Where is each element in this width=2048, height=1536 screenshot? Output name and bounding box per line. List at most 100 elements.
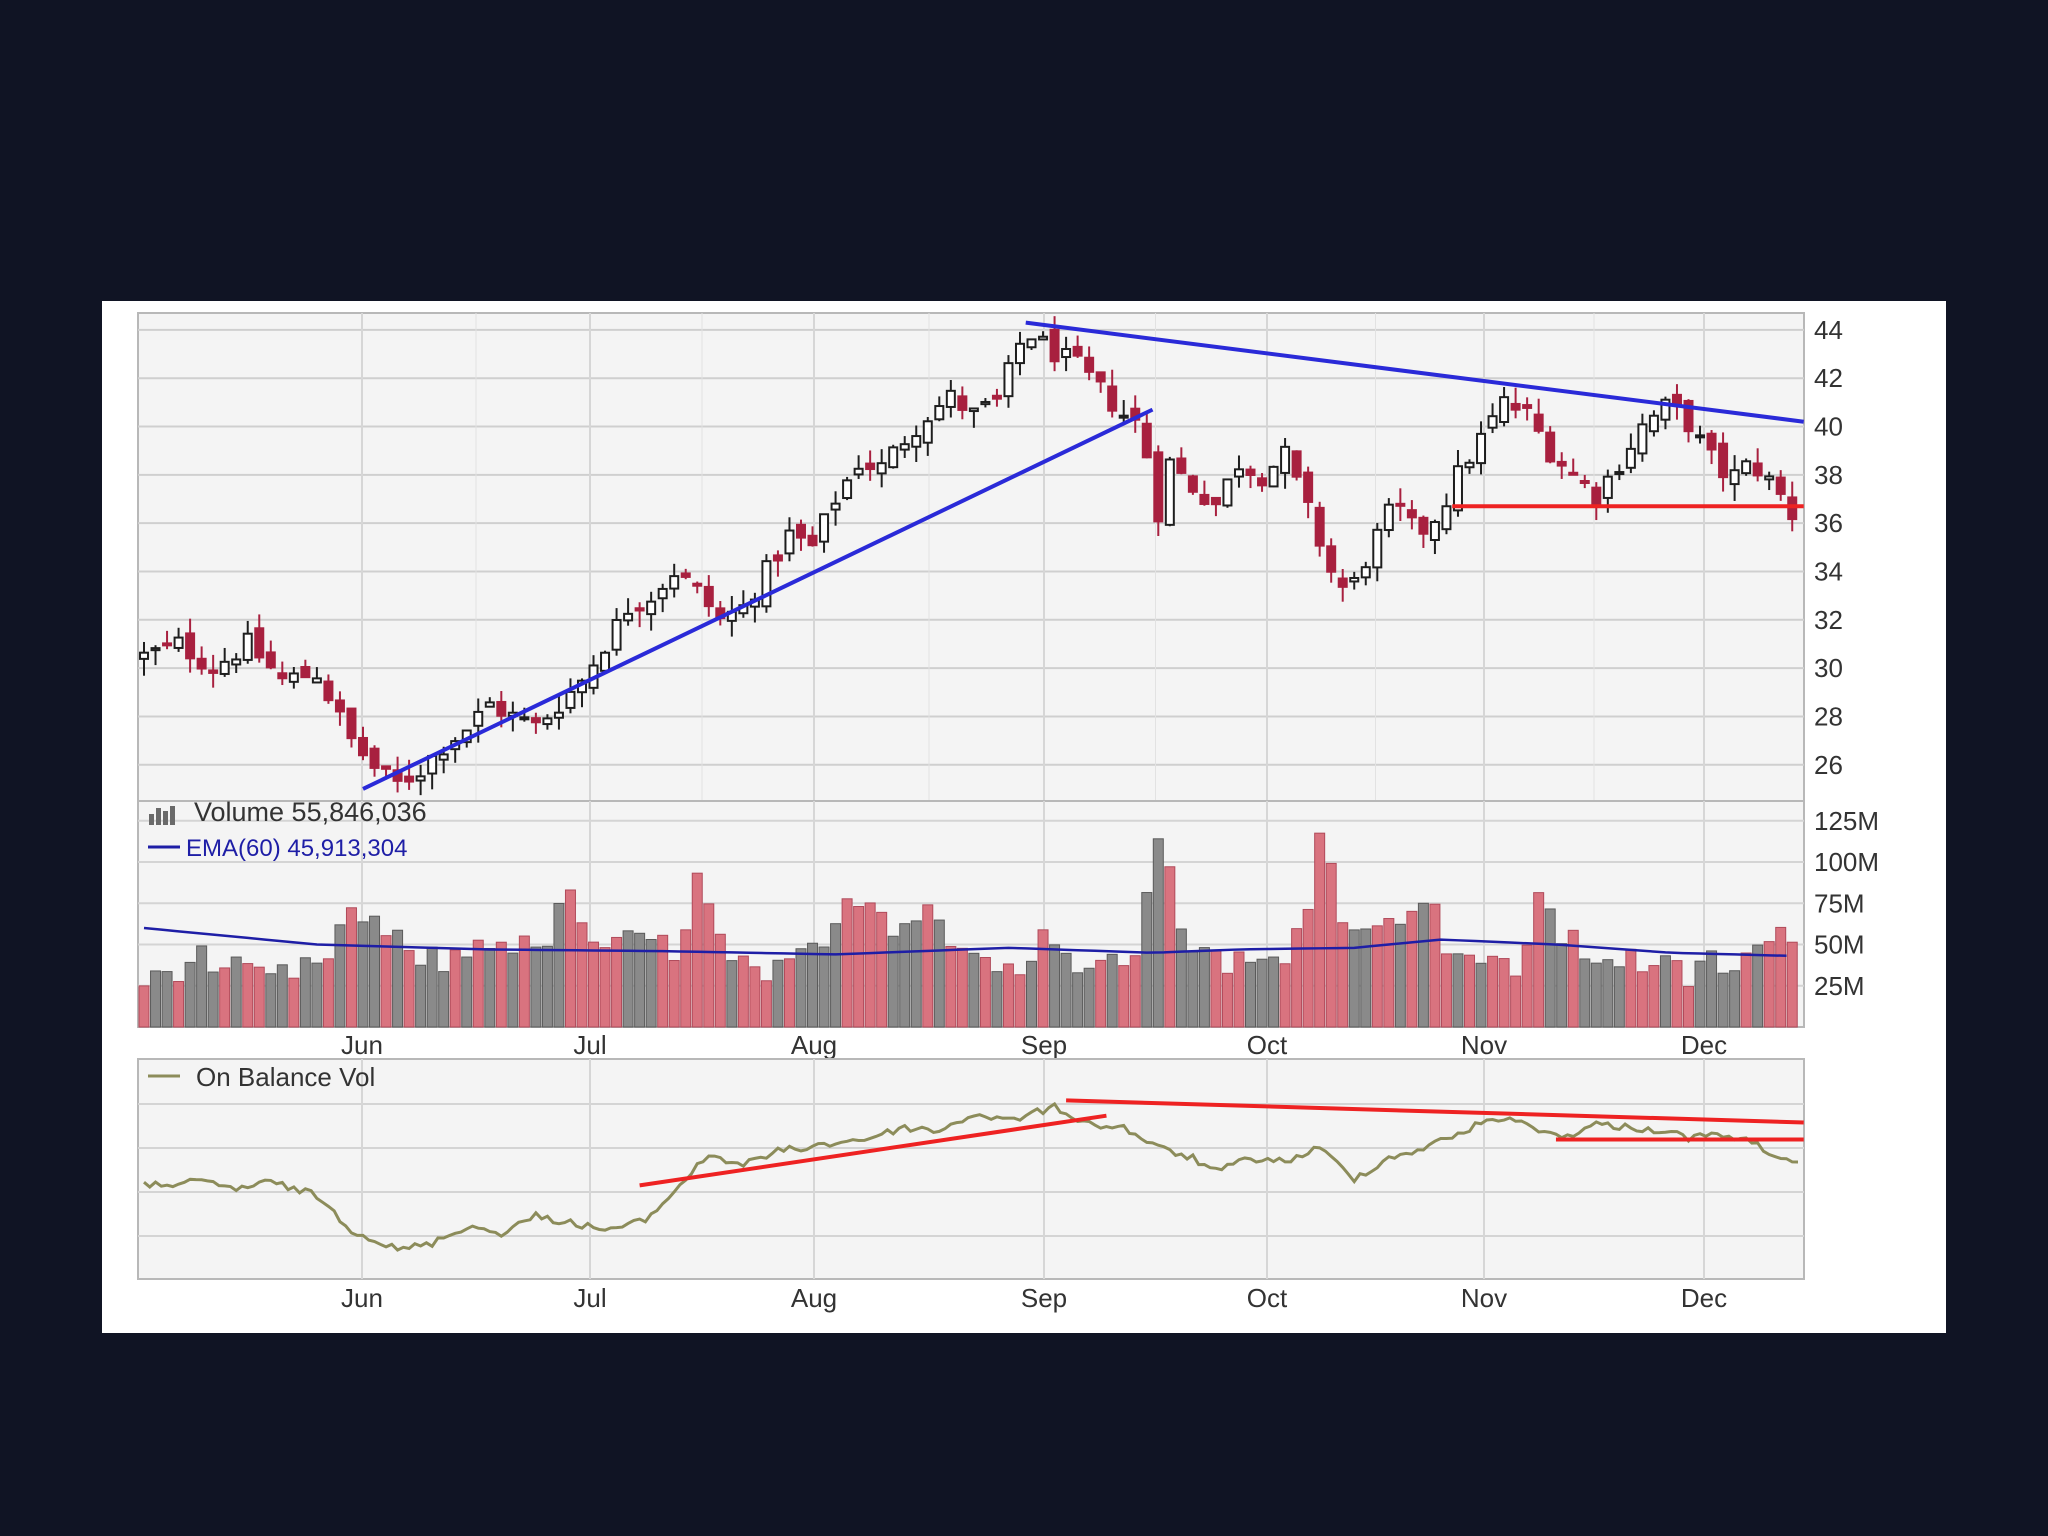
- volume-bar: [1268, 956, 1280, 1028]
- volume-bar: [1083, 967, 1095, 1028]
- candle-body: [1499, 396, 1510, 423]
- volume-bar: [749, 966, 761, 1028]
- volume-bar: [899, 923, 911, 1028]
- volume-bar: [1049, 944, 1061, 1028]
- volume-bar: [1118, 965, 1130, 1028]
- volume-bar: [1371, 925, 1383, 1028]
- candle-body: [1591, 486, 1602, 505]
- candle-body: [611, 618, 622, 651]
- volume-bar: [991, 971, 1003, 1028]
- volume-legend: Volume 55,846,036 EMA(60) 45,913,304: [148, 797, 427, 862]
- volume-bar: [1740, 952, 1752, 1028]
- candle-body: [1118, 414, 1129, 419]
- volume-bar: [1544, 908, 1556, 1028]
- candle-body: [484, 701, 495, 708]
- candle-body: [1729, 469, 1740, 486]
- volume-bar: [184, 961, 196, 1028]
- candle-body: [957, 395, 968, 411]
- price-panel: [137, 312, 1805, 802]
- volume-bar: [887, 935, 899, 1028]
- candle-body: [1303, 471, 1314, 503]
- volume-bar: [530, 946, 542, 1028]
- volume-bar: [599, 947, 611, 1028]
- volume-bars-icon: [149, 806, 175, 825]
- price-trendline: [1025, 320, 1805, 424]
- candle-body: [277, 672, 288, 680]
- volume-bar: [1602, 959, 1614, 1028]
- volume-bar: [933, 919, 945, 1028]
- volume-bar: [795, 948, 807, 1028]
- candle-body: [1383, 503, 1394, 532]
- candle-body: [853, 467, 864, 476]
- candle-body: [819, 513, 830, 543]
- obv-grid: [138, 1059, 1804, 1279]
- candle-body: [1164, 458, 1175, 526]
- volume-bar: [818, 946, 830, 1028]
- volume-bar: [864, 902, 876, 1028]
- candle-body: [876, 462, 887, 475]
- month-label: Sep: [1021, 1283, 1067, 1313]
- volume-bar: [1198, 947, 1210, 1028]
- volume-bar: [1037, 929, 1049, 1028]
- price-tick-label: 44: [1814, 315, 1843, 345]
- price-grid: [138, 313, 1804, 801]
- volume-ema: [143, 926, 1787, 958]
- candle-body: [1660, 398, 1671, 421]
- candle-body: [1406, 509, 1417, 519]
- volume-bar: [945, 945, 957, 1028]
- candle-body: [1014, 342, 1025, 365]
- volume-bar: [495, 941, 507, 1028]
- volume-bar: [1579, 958, 1591, 1028]
- volume-bar: [1683, 986, 1695, 1028]
- volume-bar: [714, 933, 726, 1028]
- candle-body: [542, 717, 553, 726]
- price-tick-label: 34: [1814, 556, 1843, 586]
- candle-body: [1579, 479, 1590, 484]
- price-trendline: [362, 407, 1154, 791]
- candle-body: [646, 600, 657, 616]
- volume-y-axis: 125M 100M 75M 50M 25M: [1814, 806, 1879, 1001]
- candle-body: [265, 651, 276, 669]
- month-label: Aug: [791, 1030, 837, 1060]
- volume-bar: [1567, 929, 1579, 1028]
- volume-bar: [760, 980, 772, 1028]
- volume-bar: [1671, 960, 1683, 1028]
- candle-body: [530, 717, 541, 724]
- candle-body: [473, 710, 484, 727]
- volume-bar: [1014, 974, 1026, 1028]
- volume-bar: [484, 947, 496, 1028]
- volume-bar: [783, 958, 795, 1028]
- volume-bar: [1717, 972, 1729, 1028]
- volume-tick-label: 50M: [1814, 930, 1865, 960]
- price-tick-label: 42: [1814, 363, 1843, 393]
- candle-body: [150, 647, 161, 652]
- volume-bar: [299, 957, 311, 1028]
- volume-bar: [564, 889, 576, 1028]
- month-label: Jun: [341, 1030, 383, 1060]
- volume-bar: [1141, 892, 1153, 1028]
- candle-body: [1741, 460, 1752, 475]
- volume-bar: [553, 903, 565, 1028]
- candle-body: [991, 394, 1002, 400]
- volume-tick-label: 75M: [1814, 888, 1865, 918]
- obv-panel: [137, 1058, 1805, 1280]
- obv-trendline: [639, 1113, 1107, 1188]
- candle-body: [1452, 465, 1463, 512]
- candle-body: [968, 407, 979, 413]
- volume-bar: [161, 971, 173, 1028]
- volume-bar: [1533, 892, 1545, 1028]
- volume-bar: [1694, 960, 1706, 1028]
- candle-body: [807, 534, 818, 547]
- candle-body: [1568, 471, 1579, 476]
- volume-bar: [253, 966, 265, 1028]
- volume-bar: [622, 930, 634, 1028]
- price-plot-area: [137, 312, 1805, 802]
- candle-body: [404, 775, 415, 783]
- volume-tick-label: 25M: [1814, 971, 1865, 1001]
- candle-body: [669, 575, 680, 590]
- candle-body: [438, 753, 449, 761]
- volume-bar: [472, 939, 484, 1028]
- volume-bar: [288, 977, 300, 1028]
- volume-bar: [910, 920, 922, 1028]
- candle-body: [1522, 404, 1533, 409]
